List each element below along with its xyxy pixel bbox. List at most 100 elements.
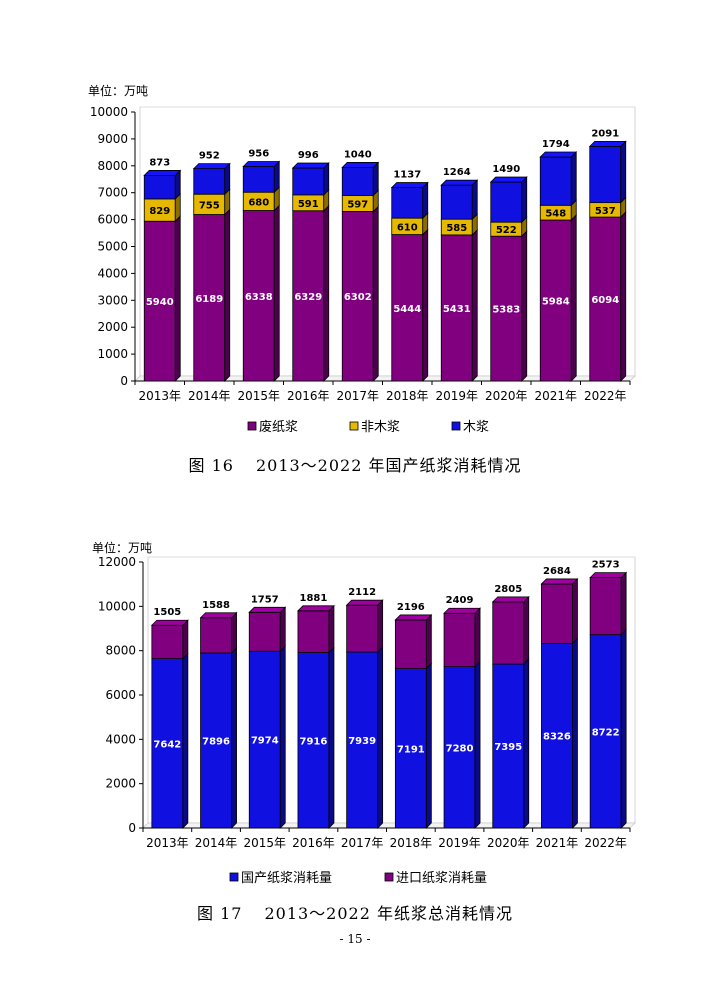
data-label: 5984	[542, 297, 570, 308]
x-tick-label: 2021年	[534, 389, 577, 403]
bar-segment	[341, 205, 379, 382]
y-tick-label: 6000	[97, 213, 128, 227]
data-label: 7191	[397, 744, 425, 755]
figure-17-caption: 图 17 2013～2022 年纸浆总消耗情况	[0, 900, 710, 924]
y-tick-label: 0	[120, 374, 128, 388]
y-tick-label: 12000	[98, 555, 136, 569]
legend-item: 废纸浆	[247, 419, 298, 435]
data-label: 7939	[348, 736, 376, 747]
y-tick-label: 1000	[97, 347, 128, 361]
data-label: 1505	[153, 607, 181, 618]
legend-label: 国产纸浆消耗量	[241, 871, 332, 886]
unit-label: 单位：万吨	[88, 83, 148, 98]
figure-16-caption: 图 16 2013～2022 年国产纸浆消耗情况	[0, 452, 710, 476]
legend-swatch	[247, 421, 257, 431]
y-tick-label: 7000	[97, 186, 128, 200]
data-label: 956	[248, 148, 269, 159]
data-label: 8326	[543, 732, 571, 743]
data-label: 2409	[446, 595, 474, 606]
bar-segment	[540, 577, 579, 645]
data-label: 1881	[300, 593, 328, 604]
figure-17-title: 2013～2022 年纸浆总消耗情况	[264, 904, 513, 923]
data-label: 952	[199, 151, 220, 162]
data-label: 2684	[543, 566, 571, 577]
bar-segment	[291, 162, 330, 196]
x-tick-label: 2022年	[584, 389, 627, 403]
data-label: 5383	[492, 305, 520, 316]
unit-label: 单位：万吨	[92, 540, 152, 555]
data-label: 996	[298, 150, 319, 161]
y-tick-label: 2000	[97, 320, 128, 334]
bar-segment	[492, 658, 530, 829]
data-label: 829	[149, 206, 170, 217]
data-label: 7896	[202, 736, 230, 747]
y-tick-label: 2000	[105, 777, 136, 791]
legend-item: 非木浆	[349, 420, 400, 435]
data-label: 1588	[202, 600, 230, 611]
bar-segment	[341, 189, 379, 213]
bar-segment	[443, 607, 482, 668]
bar-segment	[440, 179, 479, 221]
bar-segment	[143, 192, 181, 223]
x-tick-label: 2015年	[243, 836, 286, 850]
data-label: 8722	[592, 727, 620, 738]
data-label: 5940	[146, 297, 174, 308]
bar-segment	[490, 216, 528, 238]
y-tick-label: 4000	[97, 266, 128, 280]
x-tick-label: 2018年	[386, 389, 429, 403]
data-label: 1040	[344, 149, 372, 160]
data-label: 6189	[195, 294, 223, 305]
bar-segment	[345, 599, 384, 653]
x-tick-label: 2019年	[435, 389, 478, 403]
bar-segment	[541, 637, 578, 829]
bar-segment	[589, 211, 627, 382]
bar-segment	[588, 140, 627, 204]
bar-segment	[440, 228, 478, 382]
data-label: 6302	[344, 292, 372, 303]
data-label: 548	[545, 209, 566, 220]
x-tick-label: 2018年	[390, 836, 433, 850]
figure-17-number: 图 17	[197, 904, 243, 923]
data-label: 1264	[443, 167, 471, 178]
bar-segment	[490, 230, 528, 382]
data-label: 5444	[393, 304, 421, 315]
bar-segment	[296, 604, 335, 654]
legend-label: 进口纸浆消耗量	[396, 871, 487, 886]
data-label: 755	[199, 200, 220, 211]
data-label: 6329	[294, 292, 322, 303]
data-label: 585	[446, 223, 467, 234]
x-tick-label: 2017年	[341, 836, 384, 850]
x-tick-label: 2020年	[487, 836, 530, 850]
data-label: 2805	[494, 584, 522, 595]
data-label: 5431	[443, 304, 471, 315]
y-tick-label: 10000	[98, 599, 136, 613]
legend-swatch	[384, 872, 394, 882]
x-tick-label: 2019年	[438, 836, 481, 850]
bar-segment	[440, 213, 478, 236]
x-tick-label: 2016年	[287, 389, 330, 403]
bar-segment	[391, 212, 429, 236]
data-label: 610	[397, 222, 418, 233]
y-tick-label: 8000	[97, 159, 128, 173]
chart-pulp-consumption-by-type: 单位：万吨 0 1000 2000 3000 4000 5000 6000 7000 8000 90…	[88, 83, 636, 435]
data-label: 2573	[592, 560, 620, 571]
legend-item: 国产纸浆消耗量	[229, 871, 332, 886]
bar-segment	[390, 181, 429, 220]
data-label: 680	[248, 197, 269, 208]
bar-segment	[341, 161, 380, 197]
data-label: 1757	[251, 594, 279, 605]
legend-swatch	[229, 872, 239, 882]
figure-16-title: 2013～2022 年国产纸浆消耗情况	[255, 456, 522, 475]
bar-segment	[248, 645, 286, 829]
bar-segment	[150, 619, 189, 660]
y-tick-label: 0	[128, 821, 136, 835]
bar-segment	[491, 595, 530, 666]
bar-segment	[151, 652, 189, 829]
bar-segment	[391, 228, 429, 382]
data-label: 522	[496, 225, 517, 236]
y-tick-label: 3000	[97, 293, 128, 307]
bar-segment	[143, 215, 181, 382]
data-label: 6094	[591, 295, 619, 306]
bar-segment	[589, 628, 627, 829]
y-tick-label: 5000	[97, 240, 128, 254]
